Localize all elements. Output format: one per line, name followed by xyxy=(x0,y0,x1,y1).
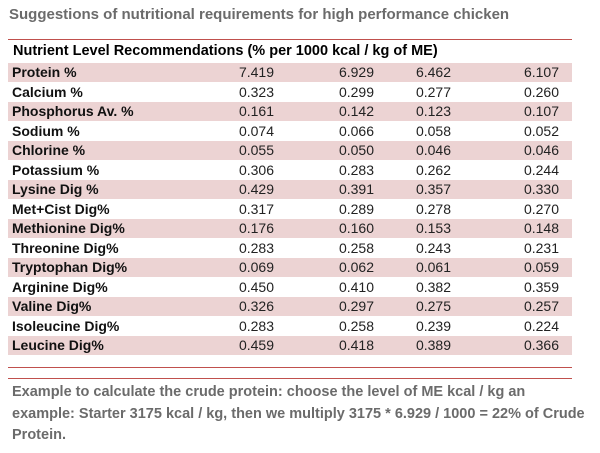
table-row: Phosphorus Av. % 0.161 0.142 0.123 0.107 xyxy=(8,102,572,122)
nutrient-name: Threonine Dig% xyxy=(12,239,119,256)
value-cell: 0.326 xyxy=(238,298,274,314)
value-cell: 0.260 xyxy=(523,83,559,100)
table-row: Threonine Dig% 0.283 0.258 0.243 0.231 xyxy=(8,239,572,258)
value-cell: 0.176 xyxy=(238,220,274,236)
value-cell: 0.258 xyxy=(338,317,374,334)
value-cell: 0.224 xyxy=(523,317,559,334)
table-row: Isoleucine Dig% 0.283 0.258 0.239 0.224 xyxy=(8,317,572,336)
table-row: Leucine Dig% 0.459 0.418 0.389 0.366 xyxy=(8,336,572,356)
value-cell: 0.323 xyxy=(238,83,274,100)
value-cell: 0.257 xyxy=(523,298,559,314)
nutrient-name: Met+Cist Dig% xyxy=(12,200,110,217)
table-row: Potassium % 0.306 0.283 0.262 0.244 xyxy=(8,161,572,180)
value-cell: 0.153 xyxy=(415,220,451,236)
value-cell: 0.107 xyxy=(523,103,559,119)
nutrient-name: Lysine Dig % xyxy=(12,181,99,197)
value-cell: 6.929 xyxy=(338,64,374,80)
value-cell: 0.231 xyxy=(523,239,559,256)
value-cell: 0.270 xyxy=(523,200,559,217)
nutrient-name: Methionine Dig% xyxy=(12,220,125,236)
nutrient-name: Arginine Dig% xyxy=(12,278,108,295)
value-cell: 0.283 xyxy=(338,161,374,178)
value-cell: 0.297 xyxy=(338,298,374,314)
value-cell: 7.419 xyxy=(238,64,274,80)
value-cell: 0.243 xyxy=(415,239,451,256)
value-cell: 0.359 xyxy=(523,278,559,295)
value-cell: 0.058 xyxy=(415,122,451,139)
value-cell: 0.283 xyxy=(238,317,274,334)
nutrient-name: Potassium % xyxy=(12,161,100,178)
value-cell: 0.160 xyxy=(338,220,374,236)
nutrient-table: Protein % 7.419 6.929 6.462 6.107 Calciu… xyxy=(8,63,572,356)
value-cell: 0.289 xyxy=(338,200,374,217)
value-cell: 6.462 xyxy=(415,64,451,80)
value-cell: 0.244 xyxy=(523,161,559,178)
value-cell: 0.459 xyxy=(238,337,274,353)
value-cell: 0.052 xyxy=(523,122,559,139)
nutrient-name: Calcium % xyxy=(12,83,83,100)
page-title: Suggestions of nutritional requirements … xyxy=(9,6,510,23)
note-divider xyxy=(8,378,572,379)
value-cell: 0.142 xyxy=(338,103,374,119)
nutrient-name: Leucine Dig% xyxy=(12,337,104,353)
nutrient-name: Tryptophan Dig% xyxy=(12,259,128,275)
value-cell: 0.123 xyxy=(415,103,451,119)
nutrient-name: Chlorine % xyxy=(12,142,86,158)
value-cell: 0.046 xyxy=(415,142,451,158)
table-row: Chlorine % 0.055 0.050 0.046 0.046 xyxy=(8,141,572,161)
value-cell: 0.066 xyxy=(338,122,374,139)
value-cell: 0.366 xyxy=(523,337,559,353)
value-cell: 0.317 xyxy=(238,200,274,217)
value-cell: 0.418 xyxy=(338,337,374,353)
value-cell: 0.074 xyxy=(238,122,274,139)
value-cell: 0.357 xyxy=(415,181,451,197)
value-cell: 0.161 xyxy=(238,103,274,119)
nutrient-name: Valine Dig% xyxy=(12,298,92,314)
value-cell: 0.239 xyxy=(415,317,451,334)
table-bottom-rule xyxy=(8,367,572,368)
table-row: Calcium % 0.323 0.299 0.277 0.260 xyxy=(8,83,572,102)
value-cell: 0.382 xyxy=(415,278,451,295)
value-cell: 0.330 xyxy=(523,181,559,197)
table-row: Arginine Dig% 0.450 0.410 0.382 0.359 xyxy=(8,278,572,297)
table-row: Protein % 7.419 6.929 6.462 6.107 xyxy=(8,63,572,83)
value-cell: 0.389 xyxy=(415,337,451,353)
value-cell: 0.277 xyxy=(415,83,451,100)
table-row: Lysine Dig % 0.429 0.391 0.357 0.330 xyxy=(8,180,572,200)
value-cell: 0.450 xyxy=(238,278,274,295)
table-header: Nutrient Level Recommendations (% per 10… xyxy=(13,43,438,59)
value-cell: 0.262 xyxy=(415,161,451,178)
table-row: Methionine Dig% 0.176 0.160 0.153 0.148 xyxy=(8,219,572,239)
value-cell: 0.059 xyxy=(523,259,559,275)
value-cell: 0.275 xyxy=(415,298,451,314)
value-cell: 0.061 xyxy=(415,259,451,275)
value-cell: 0.299 xyxy=(338,83,374,100)
value-cell: 0.055 xyxy=(238,142,274,158)
value-cell: 0.410 xyxy=(338,278,374,295)
value-cell: 0.429 xyxy=(238,181,274,197)
value-cell: 0.283 xyxy=(238,239,274,256)
table-top-rule xyxy=(8,39,572,40)
value-cell: 0.062 xyxy=(338,259,374,275)
value-cell: 0.278 xyxy=(415,200,451,217)
table-row: Valine Dig% 0.326 0.297 0.275 0.257 xyxy=(8,297,572,317)
value-cell: 0.391 xyxy=(338,181,374,197)
value-cell: 0.258 xyxy=(338,239,374,256)
table-row: Tryptophan Dig% 0.069 0.062 0.061 0.059 xyxy=(8,258,572,278)
nutrient-name: Sodium % xyxy=(12,122,80,139)
nutrient-name: Phosphorus Av. % xyxy=(12,103,134,119)
nutrient-name: Protein % xyxy=(12,64,77,80)
calculation-note: Example to calculate the crude protein: … xyxy=(12,384,585,443)
value-cell: 0.148 xyxy=(523,220,559,236)
value-cell: 0.046 xyxy=(523,142,559,158)
value-cell: 6.107 xyxy=(523,64,559,80)
value-cell: 0.306 xyxy=(238,161,274,178)
value-cell: 0.069 xyxy=(238,259,274,275)
nutrient-name: Isoleucine Dig% xyxy=(12,317,120,334)
table-row: Sodium % 0.074 0.066 0.058 0.052 xyxy=(8,122,572,141)
value-cell: 0.050 xyxy=(338,142,374,158)
table-row: Met+Cist Dig% 0.317 0.289 0.278 0.270 xyxy=(8,200,572,219)
